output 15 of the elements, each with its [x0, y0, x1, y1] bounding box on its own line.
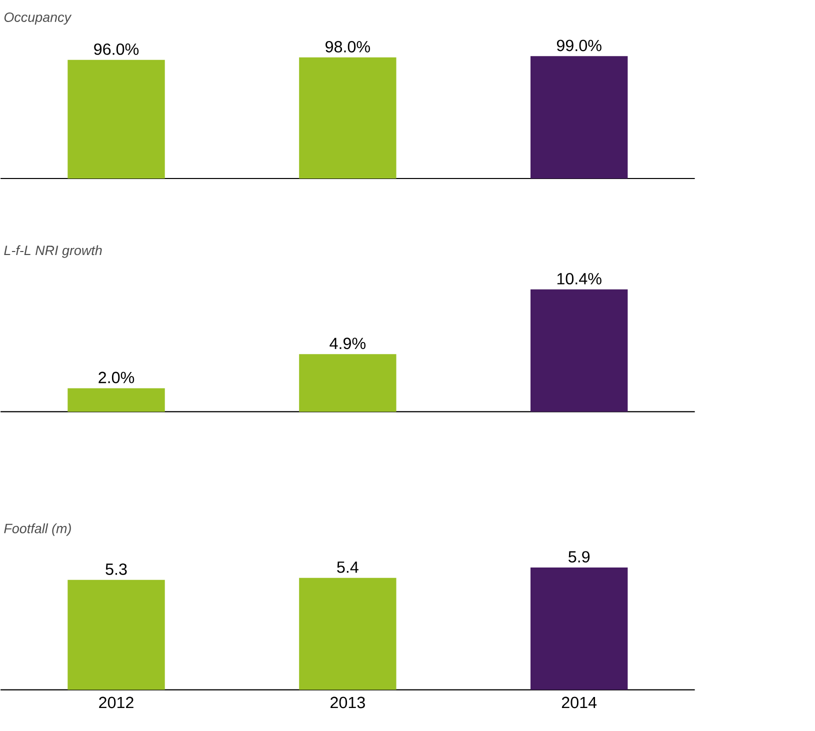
- data-label: 10.4%: [557, 272, 602, 284]
- data-label: 5.4: [337, 562, 358, 573]
- data-label: 5.9: [568, 551, 590, 562]
- chart-title: Footfall (m): [4, 523, 71, 536]
- data-label: 99.0%: [556, 40, 602, 52]
- data-label: 5.3: [106, 563, 127, 575]
- chart-title: Occupancy: [4, 12, 72, 25]
- chart-title: L-f-L NRI growth: [4, 245, 102, 258]
- x-tick-label: 2012: [99, 696, 134, 708]
- data-label: 98.0%: [326, 40, 370, 52]
- x-tick-label: 2013: [330, 696, 365, 708]
- x-tick-label: 2014: [562, 696, 597, 708]
- data-label: 96.0%: [94, 43, 139, 55]
- data-label: 2.0%: [98, 372, 134, 384]
- data-label: 4.9%: [330, 338, 366, 350]
